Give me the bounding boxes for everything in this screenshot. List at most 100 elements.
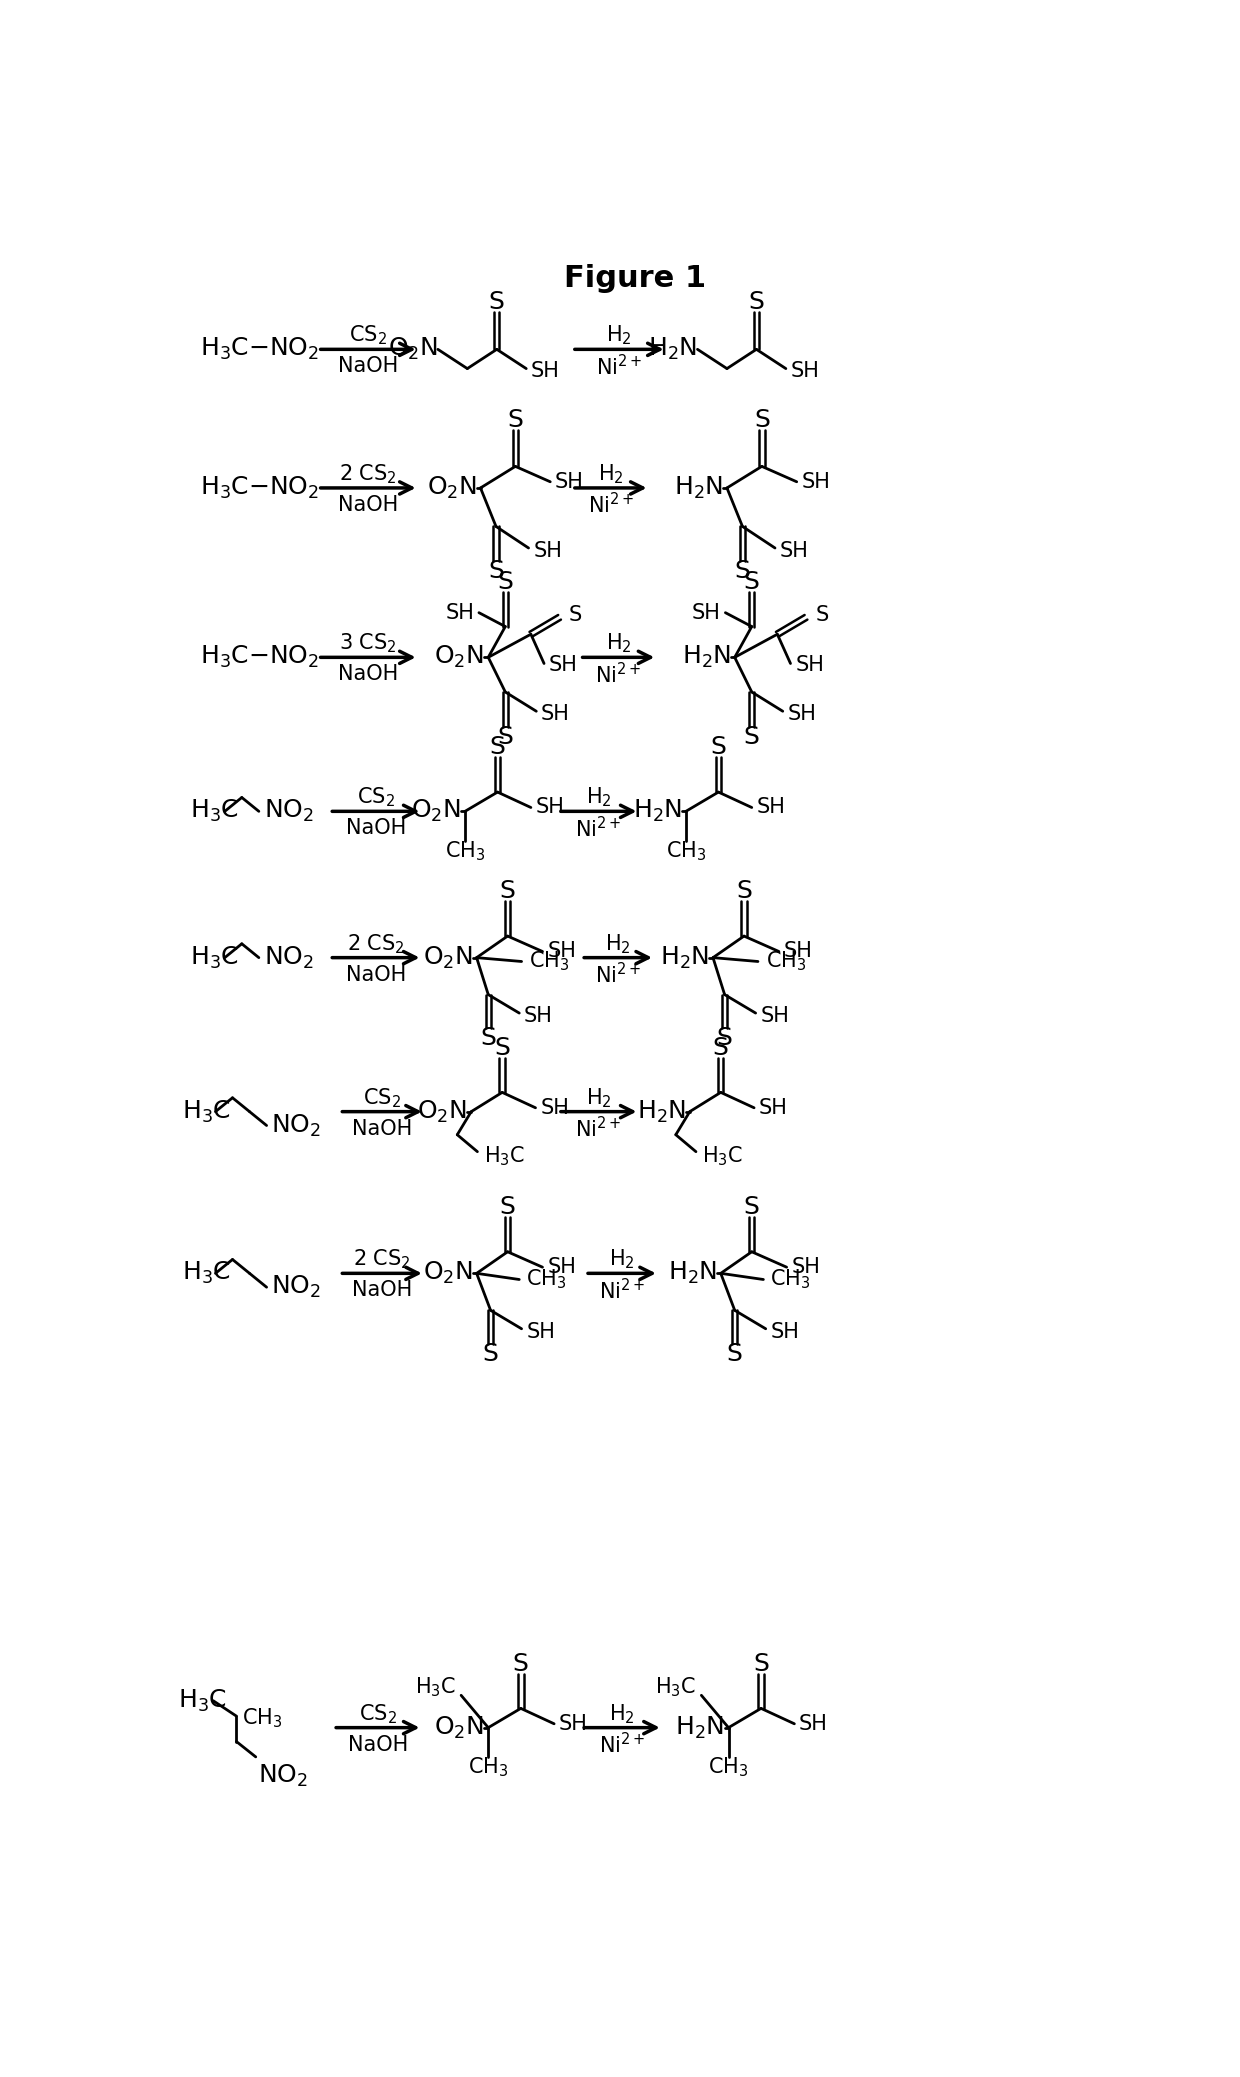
Text: H$_2$N: H$_2$N <box>632 798 682 825</box>
Text: NaOH: NaOH <box>339 494 398 515</box>
Text: S: S <box>495 1036 510 1059</box>
Text: CS$_2$: CS$_2$ <box>358 1701 397 1726</box>
Text: NaOH: NaOH <box>352 1120 412 1138</box>
Text: SH: SH <box>445 602 474 623</box>
Text: Ni$^{2+}$: Ni$^{2+}$ <box>575 816 622 841</box>
Text: SH: SH <box>801 471 831 492</box>
Text: SH: SH <box>533 542 562 561</box>
Text: SH: SH <box>536 798 564 818</box>
Text: Figure 1: Figure 1 <box>564 264 707 293</box>
Text: NO$_2$: NO$_2$ <box>272 1273 321 1300</box>
Text: H$_3$C: H$_3$C <box>182 1261 231 1286</box>
Text: SH: SH <box>787 704 816 723</box>
Text: SH: SH <box>791 361 820 380</box>
Text: NaOH: NaOH <box>346 818 405 839</box>
Text: S: S <box>713 1036 729 1059</box>
Text: H$_2$: H$_2$ <box>609 1248 635 1271</box>
Text: H$_3$C: H$_3$C <box>179 1689 227 1714</box>
Text: H$_2$: H$_2$ <box>585 1086 611 1109</box>
Text: NaOH: NaOH <box>352 1279 412 1300</box>
Text: NO$_2$: NO$_2$ <box>272 1113 321 1138</box>
Text: CH$_3$: CH$_3$ <box>529 949 570 974</box>
Text: SH: SH <box>556 471 584 492</box>
Text: O$_2$N: O$_2$N <box>423 1261 472 1286</box>
Text: SH: SH <box>795 654 825 675</box>
Text: S: S <box>744 1194 760 1219</box>
Text: O$_2$N: O$_2$N <box>388 336 438 363</box>
Text: SH: SH <box>526 1321 556 1342</box>
Text: NO$_2$: NO$_2$ <box>263 945 314 970</box>
Text: NaOH: NaOH <box>346 964 405 984</box>
Text: H$_3$C: H$_3$C <box>484 1144 525 1167</box>
Text: H$_2$N: H$_2$N <box>682 644 730 671</box>
Text: SH: SH <box>759 1099 787 1117</box>
Text: NaOH: NaOH <box>339 665 398 683</box>
Text: 2 CS$_2$: 2 CS$_2$ <box>340 463 397 486</box>
Text: S: S <box>753 1651 769 1676</box>
Text: CH$_3$: CH$_3$ <box>708 1755 749 1780</box>
Text: H$_2$N: H$_2$N <box>637 1099 686 1126</box>
Text: S: S <box>482 1342 498 1367</box>
Text: CH$_3$: CH$_3$ <box>467 1755 508 1780</box>
Text: H$_2$: H$_2$ <box>605 631 631 654</box>
Text: S: S <box>749 289 764 314</box>
Text: H$_2$N: H$_2$N <box>668 1261 717 1286</box>
Text: S: S <box>734 559 750 584</box>
Text: Ni$^{2+}$: Ni$^{2+}$ <box>599 1732 645 1757</box>
Text: SH: SH <box>541 704 570 723</box>
Text: O$_2$N: O$_2$N <box>427 476 476 501</box>
Text: 3 CS$_2$: 3 CS$_2$ <box>340 631 397 654</box>
Text: S: S <box>497 725 513 748</box>
Text: SH: SH <box>799 1714 828 1734</box>
Text: Ni$^{2+}$: Ni$^{2+}$ <box>595 663 641 687</box>
Text: Ni$^{2+}$: Ni$^{2+}$ <box>595 962 641 987</box>
Text: O$_2$N: O$_2$N <box>412 798 461 825</box>
Text: S: S <box>507 409 523 432</box>
Text: S: S <box>489 289 505 314</box>
Text: H$_3$C: H$_3$C <box>414 1676 456 1699</box>
Text: H$_2$: H$_2$ <box>606 324 632 347</box>
Text: SH: SH <box>541 1099 569 1117</box>
Text: S: S <box>490 735 506 760</box>
Text: SH: SH <box>760 1005 789 1026</box>
Text: SH: SH <box>549 654 578 675</box>
Text: S: S <box>754 409 770 432</box>
Text: 2 CS$_2$: 2 CS$_2$ <box>347 933 404 955</box>
Text: S: S <box>727 1342 743 1367</box>
Text: S: S <box>513 1651 528 1676</box>
Text: H$_3$C: H$_3$C <box>190 945 239 970</box>
Text: H$_2$N: H$_2$N <box>675 476 723 501</box>
Text: H$_3$C: H$_3$C <box>190 798 239 825</box>
Text: H$_2$: H$_2$ <box>605 933 631 955</box>
Text: O$_2$N: O$_2$N <box>434 644 485 671</box>
Text: S: S <box>816 604 828 625</box>
Text: H$_3$C: H$_3$C <box>182 1099 231 1126</box>
Text: S: S <box>489 559 503 584</box>
Text: H$_2$N: H$_2$N <box>649 336 697 363</box>
Text: Ni$^{2+}$: Ni$^{2+}$ <box>599 1277 645 1302</box>
Text: NO$_2$: NO$_2$ <box>263 798 314 825</box>
Text: H$_3$C: H$_3$C <box>655 1676 696 1699</box>
Text: SH: SH <box>692 602 720 623</box>
Text: CH$_3$: CH$_3$ <box>766 949 806 974</box>
Text: SH: SH <box>559 1714 588 1734</box>
Text: SH: SH <box>770 1321 800 1342</box>
Text: H$_2$: H$_2$ <box>609 1701 635 1726</box>
Text: H$_3$C$-$NO$_2$: H$_3$C$-$NO$_2$ <box>200 644 319 671</box>
Text: SH: SH <box>780 542 808 561</box>
Text: S: S <box>500 1194 516 1219</box>
Text: CS$_2$: CS$_2$ <box>357 785 394 810</box>
Text: SH: SH <box>784 941 812 962</box>
Text: SH: SH <box>791 1257 820 1277</box>
Text: SH: SH <box>531 361 559 380</box>
Text: Ni$^{2+}$: Ni$^{2+}$ <box>588 492 634 517</box>
Text: H$_2$: H$_2$ <box>585 785 611 810</box>
Text: H$_3$C: H$_3$C <box>702 1144 743 1167</box>
Text: S: S <box>569 604 582 625</box>
Text: SH: SH <box>756 798 785 818</box>
Text: H$_2$: H$_2$ <box>598 463 624 486</box>
Text: S: S <box>500 879 516 903</box>
Text: S: S <box>717 1026 733 1051</box>
Text: S: S <box>497 569 513 594</box>
Text: NaOH: NaOH <box>347 1734 408 1755</box>
